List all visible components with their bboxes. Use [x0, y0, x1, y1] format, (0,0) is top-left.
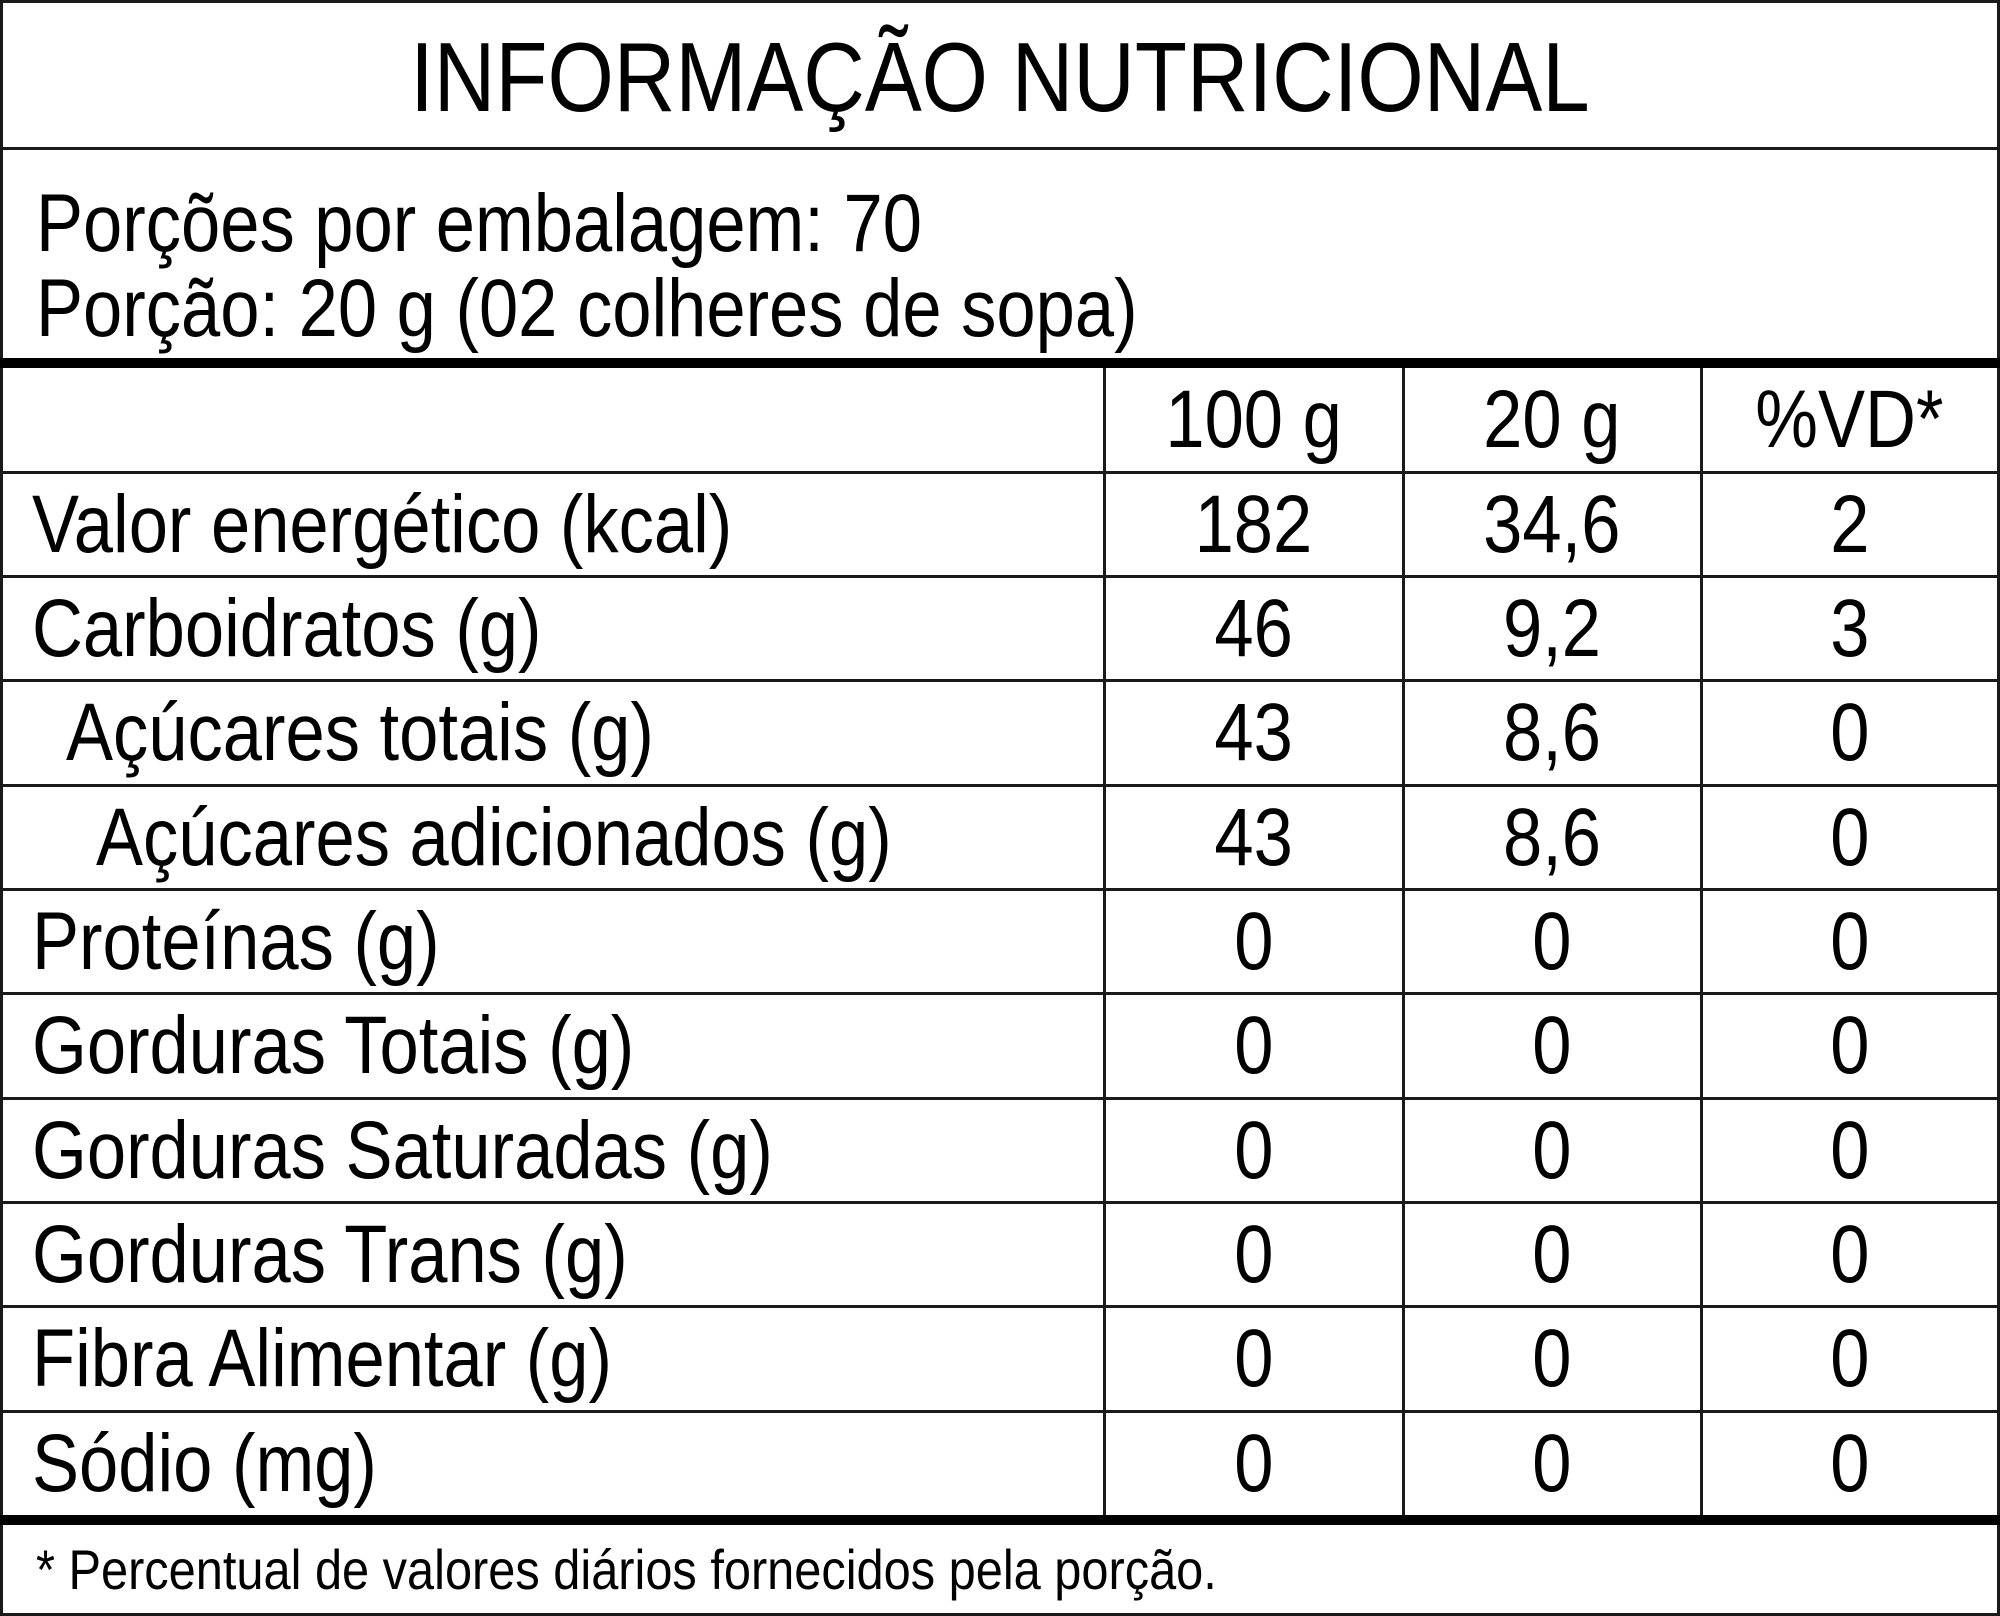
value-100g: 182 [1194, 479, 1313, 570]
row-label: Gorduras Saturadas (g) [32, 1105, 773, 1196]
value-100g: 0 [1233, 1418, 1274, 1509]
value-portion: 0 [1532, 1313, 1572, 1404]
row-divider [0, 1201, 2000, 1204]
column-divider-1 [1103, 368, 1106, 1515]
row-divider [0, 784, 2000, 787]
value-vd: 0 [1829, 792, 1870, 883]
row-divider [0, 888, 2000, 891]
header-empty-cell [0, 368, 1104, 472]
value-portion: 0 [1532, 1418, 1572, 1509]
value-portion: 0 [1532, 896, 1572, 987]
row-label: Carboidratos (g) [32, 583, 542, 674]
value-100g: 0 [1233, 1313, 1274, 1404]
header-vd: %VD* [1755, 374, 1944, 465]
value-vd: 3 [1829, 583, 1870, 674]
value-portion: 8,6 [1502, 687, 1602, 778]
value-100g: 46 [1214, 583, 1293, 674]
value-100g: 0 [1233, 1209, 1274, 1300]
portion-size: Porção: 20 g (02 colheres de sopa) [36, 263, 1138, 354]
value-portion: 0 [1532, 1000, 1572, 1091]
table-row-total-sugars: Açúcares totais (g) 43 8,6 0 [0, 681, 2000, 785]
value-100g: 0 [1233, 1105, 1274, 1196]
servings-thick-divider [0, 358, 2000, 368]
header-100g: 100 g [1165, 374, 1342, 465]
footnote-text: * Percentual de valores diários fornecid… [36, 1537, 1217, 1601]
label-title-text: INFORMAÇÃO NUTRICIONAL [410, 22, 1590, 132]
row-label: Sódio (mg) [32, 1418, 377, 1509]
row-divider [0, 1410, 2000, 1413]
value-100g: 43 [1214, 687, 1293, 778]
label-title: INFORMAÇÃO NUTRICIONAL [0, 0, 2000, 148]
column-divider-2 [1402, 368, 1405, 1515]
row-label: Açúcares totais (g) [66, 687, 654, 778]
table-row-proteins: Proteínas (g) 0 0 0 [0, 890, 2000, 994]
value-portion: 0 [1532, 1209, 1572, 1300]
value-vd: 0 [1829, 687, 1870, 778]
row-divider [0, 992, 2000, 995]
table-row-trans-fat: Gorduras Trans (g) 0 0 0 [0, 1203, 2000, 1307]
value-100g: 0 [1233, 896, 1274, 987]
value-vd: 0 [1829, 1418, 1870, 1509]
servings-per-package: Porções por embalagem: 70 [36, 178, 922, 269]
row-divider [0, 1097, 2000, 1100]
row-label: Proteínas (g) [32, 896, 440, 987]
value-vd: 0 [1829, 1000, 1870, 1091]
table-header-row: 100 g 20 g %VD* [0, 368, 2000, 472]
value-portion: 9,2 [1502, 583, 1602, 674]
table-row-saturated-fat: Gorduras Saturadas (g) 0 0 0 [0, 1099, 2000, 1203]
value-vd: 0 [1829, 896, 1870, 987]
table-row-carbohydrates: Carboidratos (g) 46 9,2 3 [0, 577, 2000, 681]
column-divider-3 [1700, 368, 1703, 1515]
row-label: Açúcares adicionados (g) [96, 792, 892, 883]
row-divider [0, 575, 2000, 578]
table-row-dietary-fiber: Fibra Alimentar (g) 0 0 0 [0, 1307, 2000, 1411]
footer-thick-divider [0, 1515, 2000, 1525]
table-row-energy: Valor energético (kcal) 182 34,6 2 [0, 473, 2000, 577]
table-row-sodium: Sódio (mg) 0 0 0 [0, 1412, 2000, 1516]
table-row-total-fat: Gorduras Totais (g) 0 0 0 [0, 994, 2000, 1098]
value-vd: 2 [1829, 479, 1870, 570]
title-divider [0, 147, 2000, 150]
value-100g: 43 [1214, 792, 1293, 883]
row-label: Gorduras Totais (g) [32, 1000, 635, 1091]
row-divider [0, 679, 2000, 682]
footnote: * Percentual de valores diários fornecid… [36, 1525, 1393, 1614]
row-divider [0, 1305, 2000, 1308]
header-portion: 20 g [1483, 374, 1621, 465]
value-100g: 0 [1233, 1000, 1274, 1091]
row-label: Valor energético (kcal) [32, 479, 733, 570]
value-portion: 34,6 [1483, 479, 1621, 570]
value-vd: 0 [1829, 1313, 1870, 1404]
value-vd: 0 [1829, 1209, 1870, 1300]
row-divider [0, 471, 2000, 474]
value-vd: 0 [1829, 1105, 1870, 1196]
table-row-added-sugars: Açúcares adicionados (g) 43 8,6 0 [0, 786, 2000, 890]
value-portion: 0 [1532, 1105, 1572, 1196]
row-label: Gorduras Trans (g) [32, 1209, 628, 1300]
value-portion: 8,6 [1502, 792, 1602, 883]
row-label: Fibra Alimentar (g) [32, 1313, 613, 1404]
